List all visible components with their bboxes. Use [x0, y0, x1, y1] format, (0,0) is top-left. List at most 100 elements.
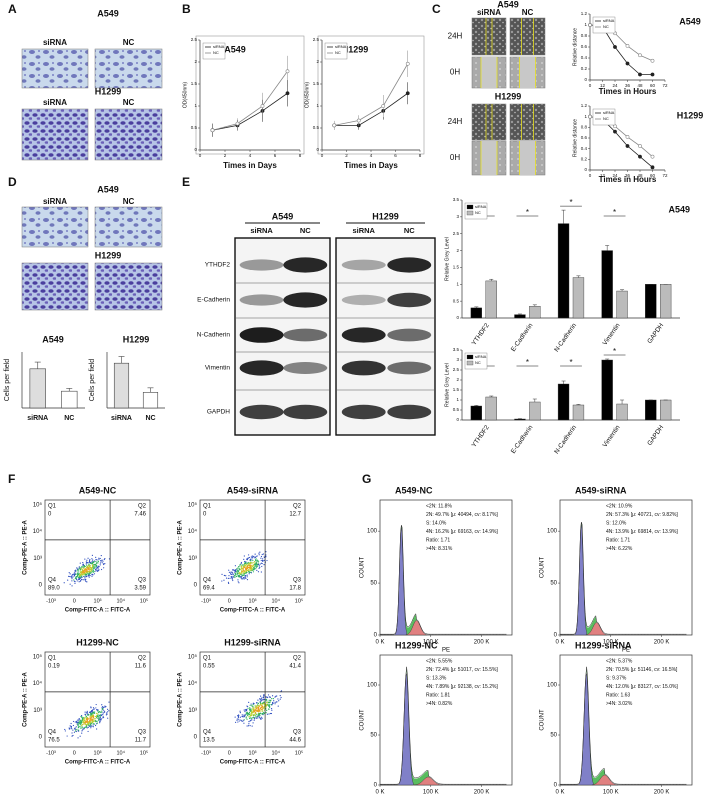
data-point — [638, 72, 642, 77]
dot — [85, 563, 87, 565]
dot — [71, 578, 73, 580]
dot — [257, 562, 259, 564]
column-label: siRNA — [43, 98, 67, 107]
dot — [68, 575, 70, 577]
x-tick-label: -10³ — [46, 598, 56, 604]
cycle-stat: S: 13.3% — [426, 675, 447, 681]
dot — [256, 561, 258, 563]
dot — [253, 557, 255, 559]
significance-mark: * — [569, 198, 572, 207]
dot — [94, 717, 96, 720]
y-tick-label: 1 — [456, 397, 459, 402]
quadrant-value: 0.55 — [203, 664, 215, 670]
dot — [249, 725, 251, 727]
dot — [92, 715, 95, 717]
chart-title: A549 — [224, 44, 246, 54]
dot — [247, 707, 249, 709]
quadrant-value: 11.7 — [135, 738, 147, 744]
dot — [232, 573, 234, 575]
blot-band — [341, 404, 386, 420]
dot — [239, 716, 241, 718]
y-tick-label: 2.5 — [313, 37, 320, 42]
y-tick-label: 10⁵ — [188, 502, 198, 509]
dot — [93, 567, 96, 569]
dot — [105, 705, 107, 708]
dot — [241, 715, 243, 718]
x-axis-label: Comp-FITC-A :: FITC-A — [220, 608, 286, 614]
dot — [78, 576, 80, 579]
dot — [75, 729, 77, 731]
time-label: 0H — [450, 153, 460, 162]
dot — [98, 711, 101, 713]
dot — [93, 564, 95, 566]
dot — [231, 571, 233, 573]
blot-band — [341, 294, 386, 306]
dot — [70, 726, 72, 728]
dot — [242, 569, 244, 571]
dot — [238, 720, 240, 722]
x-tick-label: GAPDH — [646, 424, 665, 447]
dot — [70, 722, 72, 725]
significance-mark: * — [526, 358, 529, 367]
dot — [243, 565, 246, 567]
dot — [256, 706, 258, 708]
x-tick-label: 10⁵ — [140, 749, 148, 756]
dot — [249, 558, 252, 560]
series-line — [334, 63, 409, 126]
dot — [270, 703, 272, 706]
dot — [86, 723, 88, 726]
dot — [78, 722, 81, 724]
dot — [257, 571, 260, 573]
x-tick-label: E-Cadherin — [510, 424, 535, 455]
y-tick-label: 0.5 — [453, 298, 460, 303]
dot — [268, 696, 270, 698]
dot — [266, 701, 268, 704]
dot — [254, 709, 257, 711]
dot — [268, 708, 270, 710]
bar — [616, 403, 628, 421]
x-tick-label: siRNA — [27, 415, 48, 422]
data-point — [381, 104, 386, 108]
dot — [268, 704, 271, 706]
dot — [82, 573, 84, 575]
dot — [248, 571, 250, 573]
dot — [92, 721, 94, 723]
dot — [102, 709, 104, 711]
dot — [71, 580, 73, 582]
x-axis-label: PE — [622, 648, 630, 654]
dot — [234, 569, 236, 571]
dot — [88, 718, 90, 720]
dot — [94, 711, 96, 713]
dot — [249, 704, 251, 706]
dot — [251, 705, 253, 707]
legend-label: siRNA — [475, 204, 487, 209]
dot — [250, 708, 252, 710]
dot — [96, 567, 98, 569]
dot — [98, 569, 100, 571]
x-tick-label: 0 — [73, 750, 76, 756]
dot — [88, 723, 90, 725]
x-tick-label: 2 — [345, 153, 348, 158]
dot — [82, 561, 84, 564]
y-tick-label: 50 — [550, 581, 557, 587]
dot — [97, 718, 100, 721]
dot — [238, 565, 240, 568]
dot — [91, 710, 94, 712]
row-title: A549 — [97, 8, 119, 18]
dot — [95, 570, 97, 572]
dot — [100, 719, 102, 721]
dot — [93, 565, 95, 567]
quadrant-name: Q1 — [203, 656, 212, 662]
cycle-stat: Ratio: 1.63 — [606, 692, 630, 698]
dot — [242, 716, 244, 718]
dot — [236, 715, 239, 717]
dot — [78, 729, 80, 731]
dot — [239, 712, 241, 714]
dot — [237, 721, 239, 723]
dot — [234, 573, 237, 575]
dot — [248, 563, 250, 566]
column-label: siRNA — [477, 8, 501, 17]
dot — [257, 717, 259, 719]
y-axis-label: COUNT — [540, 557, 546, 579]
x-tick-label: 10⁵ — [295, 749, 303, 756]
